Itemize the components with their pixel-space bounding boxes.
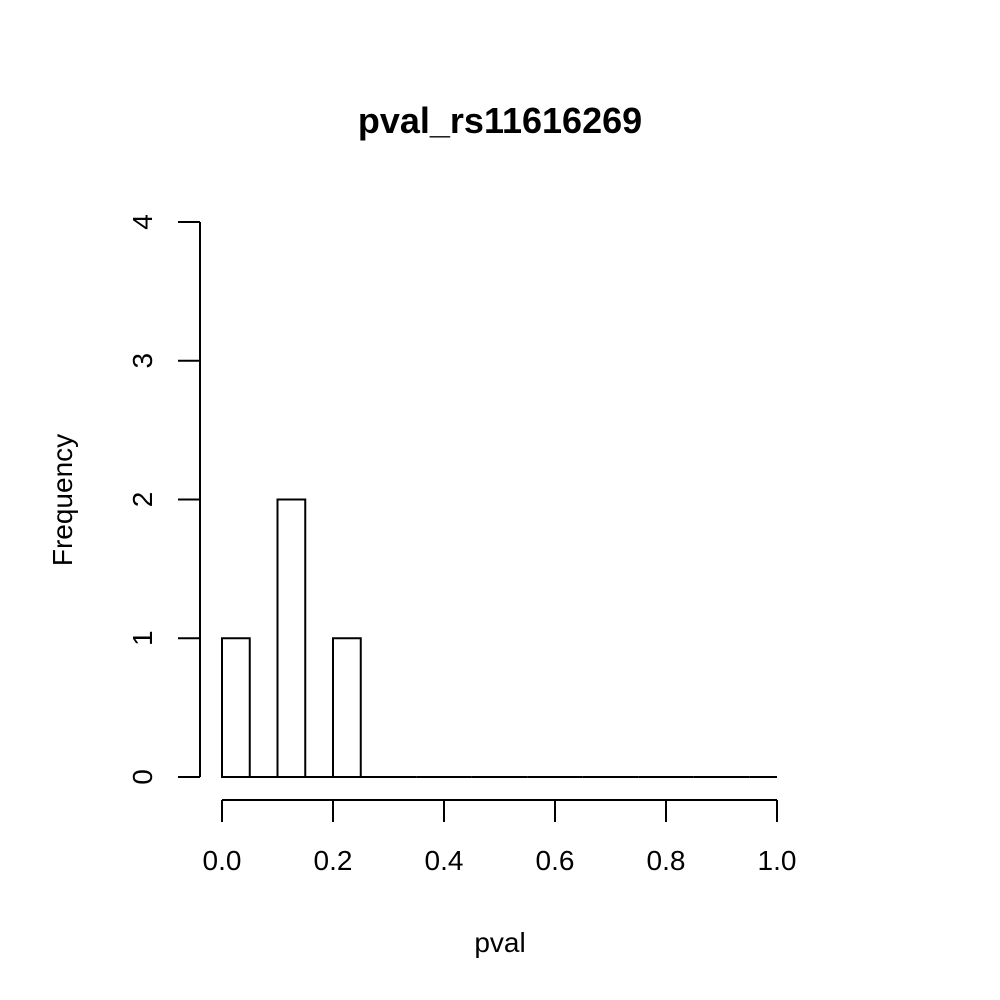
histogram-bar — [221, 637, 251, 778]
y-axis: 0 1 2 3 4 — [127, 214, 201, 785]
y-tick-label: 4 — [127, 214, 158, 230]
y-axis-label: Frequency — [47, 434, 78, 566]
x-tick-label: 0.6 — [536, 845, 575, 876]
bars-group — [221, 498, 777, 778]
histogram-bar — [332, 637, 362, 778]
x-tick-label: 0.4 — [425, 845, 464, 876]
x-tick-label: 0.2 — [314, 845, 353, 876]
chart-title: pval_rs11616269 — [358, 100, 642, 141]
x-tick-label: 1.0 — [758, 845, 797, 876]
y-tick-label: 0 — [127, 769, 158, 785]
x-axis-label: pval — [474, 927, 525, 958]
histogram-bar — [276, 498, 307, 778]
y-tick-label: 2 — [127, 492, 158, 508]
y-tick-label: 3 — [127, 353, 158, 369]
x-tick-label: 0.8 — [647, 845, 686, 876]
x-tick-label: 0.0 — [203, 845, 242, 876]
y-tick-label: 1 — [127, 630, 158, 646]
x-axis: 0.0 0.2 0.4 0.6 0.8 1.0 — [203, 799, 797, 876]
